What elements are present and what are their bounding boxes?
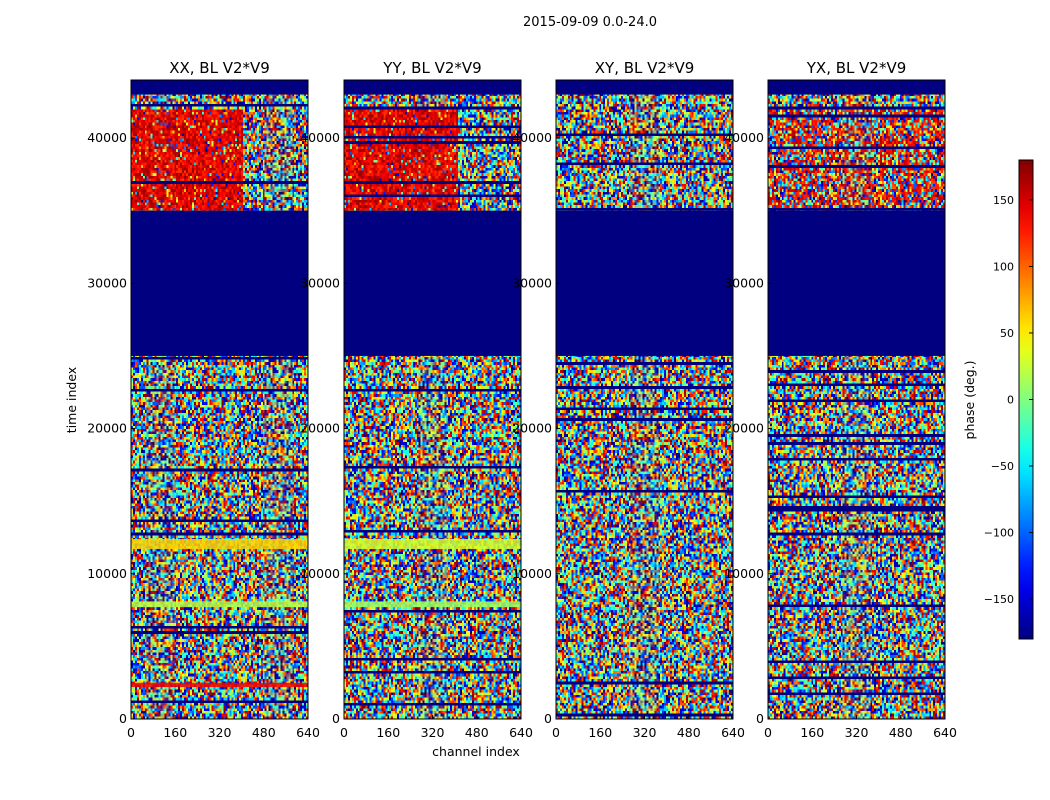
- panel-3: XY, BL V2*V9 0 160 320 480 640 0 10000 20000 3000…: [512, 59, 745, 740]
- x-tick-label: 640: [933, 725, 957, 740]
- x-tick-label: 640: [721, 725, 745, 740]
- figure-suptitle: 2015-09-09 0.0-24.0: [523, 15, 657, 30]
- panel-1: XX, BL V2*V9 0 160 320 480 640 0 10000 20000 3000…: [87, 59, 320, 740]
- x-tick-label: 0: [340, 725, 348, 740]
- flagged-band: [556, 210, 733, 356]
- x-tick-label: 160: [588, 725, 612, 740]
- x-tick-label: 0: [764, 725, 772, 740]
- flagged-band: [556, 80, 733, 95]
- colorbar-tick-label: 150: [993, 194, 1014, 207]
- x-tick-label: 320: [633, 725, 657, 740]
- y-tick-label: 10000: [300, 566, 340, 581]
- panels: XX, BL V2*V9 0 160 320 480 640 0 10000 20000 3000…: [87, 59, 957, 740]
- x-axis-label: channel index: [432, 744, 520, 759]
- x-tick-label: 320: [845, 725, 869, 740]
- panel-title: YY, BL V2*V9: [382, 59, 481, 77]
- y-tick-label: 20000: [87, 421, 127, 436]
- y-tick-label: 40000: [512, 130, 552, 145]
- y-tick-label: 40000: [300, 130, 340, 145]
- y-tick-label: 20000: [300, 421, 340, 436]
- panel-title: XX, BL V2*V9: [169, 59, 270, 77]
- x-tick-label: 480: [465, 725, 489, 740]
- x-tick-label: 640: [296, 725, 320, 740]
- y-tick-label: 30000: [87, 275, 127, 290]
- y-tick-label: 0: [756, 711, 764, 726]
- x-tick-label: 320: [421, 725, 445, 740]
- x-tick-label: 480: [252, 725, 276, 740]
- colorbar-tick-label: −50: [991, 460, 1014, 473]
- flagged-band: [768, 80, 945, 95]
- constant-phase-band: [131, 601, 308, 608]
- panel-title: XY, BL V2*V9: [595, 59, 695, 77]
- colorbar: 150 100 50 0 −50 −100 −150: [984, 159, 1034, 640]
- x-tick-label: 160: [800, 725, 824, 740]
- y-tick-label: 0: [332, 711, 340, 726]
- phase-raster: [556, 80, 733, 719]
- colorbar-tick-label: −150: [984, 593, 1014, 606]
- constant-phase-band: [344, 601, 521, 608]
- colorbar-tick-label: 100: [993, 260, 1014, 273]
- colorbar-tick-label: −100: [984, 527, 1014, 540]
- colorbar-label: phase (deg.): [962, 361, 977, 440]
- y-tick-label: 10000: [512, 566, 552, 581]
- flagged-band: [131, 80, 308, 95]
- panel-title: YX, BL V2*V9: [806, 59, 907, 77]
- y-tick-label: 10000: [87, 566, 127, 581]
- x-tick-label: 160: [376, 725, 400, 740]
- flagged-band: [131, 210, 308, 356]
- colorbar-tick-label: 50: [1000, 327, 1014, 340]
- colorbar-tick-label: 0: [1007, 394, 1014, 407]
- y-tick-label: 20000: [512, 421, 552, 436]
- x-tick-label: 320: [208, 725, 232, 740]
- panel-4: YX, BL V2*V9 0 160 320 480 640 0 10000 20000 3000…: [724, 59, 957, 740]
- x-tick-label: 480: [677, 725, 701, 740]
- y-tick-label: 30000: [300, 275, 340, 290]
- phase-raster: [344, 80, 521, 719]
- constant-phase-band: [131, 682, 308, 688]
- panel-2: YY, BL V2*V9 0 160 320 480 640 0 10000 20000 3000…: [300, 59, 533, 740]
- flagged-band: [768, 210, 945, 356]
- constant-phase-band: [131, 538, 308, 550]
- x-tick-label: 480: [889, 725, 913, 740]
- constant-phase-band: [344, 538, 521, 550]
- flagged-band: [344, 80, 521, 95]
- phase-raster: [768, 80, 945, 719]
- x-tick-label: 0: [127, 725, 135, 740]
- phase-raster: [131, 80, 308, 719]
- flagged-band: [344, 210, 521, 356]
- y-tick-label: 0: [544, 711, 552, 726]
- y-tick-label: 30000: [512, 275, 552, 290]
- y-tick-label: 40000: [87, 130, 127, 145]
- y-tick-label: 30000: [724, 275, 764, 290]
- x-tick-label: 160: [163, 725, 187, 740]
- x-tick-label: 0: [552, 725, 560, 740]
- y-tick-label: 10000: [724, 566, 764, 581]
- y-axis-label: time index: [64, 367, 79, 433]
- x-tick-label: 640: [509, 725, 533, 740]
- y-tick-label: 20000: [724, 421, 764, 436]
- y-tick-label: 0: [119, 711, 127, 726]
- y-tick-label: 40000: [724, 130, 764, 145]
